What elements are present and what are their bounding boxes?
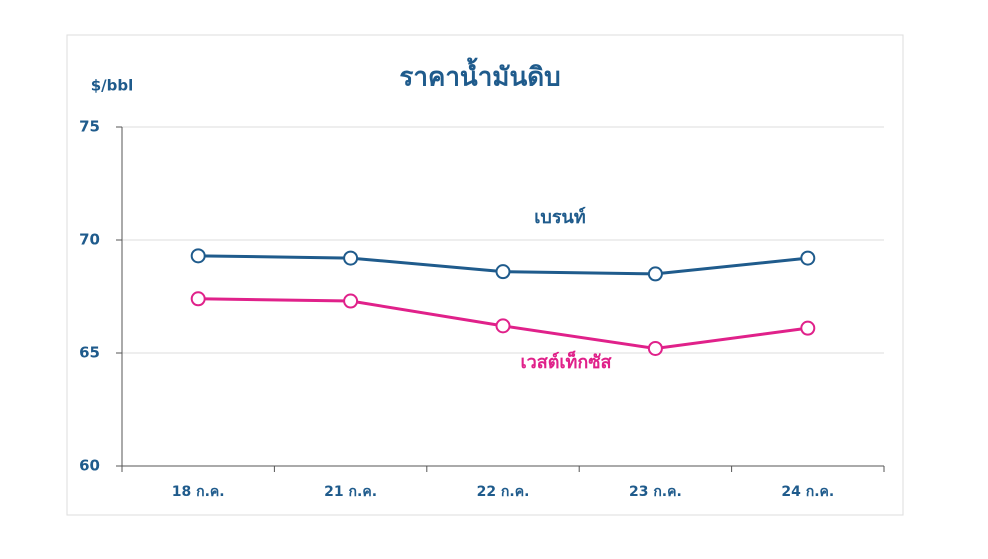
x-tick-label: 23 ก.ค. [629,484,682,500]
point [647,340,663,356]
x-tick-label: 24 ก.ค. [781,484,834,500]
point [190,248,206,264]
y-tick-label: 75 [79,118,100,136]
point [647,266,663,282]
point [343,250,359,266]
point [800,250,816,266]
x-tick-label: 22 ก.ค. [477,484,530,500]
series-label: เวสต์เท็กซัส [520,350,612,373]
y-axis-label: $/bbl [91,77,134,95]
series-label: เบรนท์ [534,206,585,228]
point [190,291,206,307]
x-tick-label: 18 ก.ค. [172,484,225,500]
x-tick-label: 21 ก.ค. [324,484,377,500]
point [495,318,511,334]
y-tick-label: 70 [79,231,100,249]
point [343,293,359,309]
chart-title: ราคาน้ำมันดิบ [399,57,560,93]
y-tick-label: 60 [79,457,100,475]
y-tick-label: 65 [79,344,100,362]
chart-frame [66,34,904,516]
point [800,320,816,336]
point [495,264,511,280]
